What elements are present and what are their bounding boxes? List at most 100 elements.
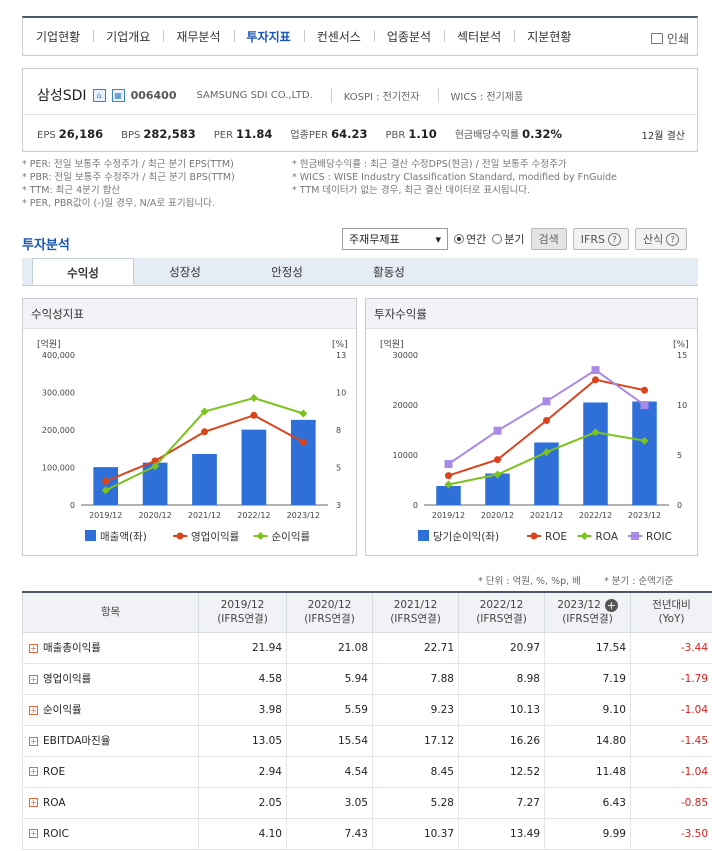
- legend-label[interactable]: 영업이익률: [191, 530, 240, 543]
- radio-quarter-dot[interactable]: [492, 234, 503, 244]
- y-left-tick: 100,000: [42, 464, 75, 473]
- nav-item[interactable]: 섹터분석: [444, 28, 514, 45]
- data-point[interactable]: [444, 480, 453, 489]
- analysis-tabs: 수익성 성장성 안정성 활동성: [22, 258, 698, 286]
- data-point[interactable]: [591, 428, 600, 437]
- nav-item[interactable]: 재무분석: [163, 28, 233, 45]
- data-point[interactable]: [640, 401, 649, 410]
- data-point[interactable]: [542, 448, 551, 457]
- x-tick: 2020/12: [138, 511, 171, 520]
- ifrs-label: IFRS: [580, 232, 605, 246]
- search-button[interactable]: 검색: [530, 228, 567, 250]
- formula-button[interactable]: 산식 ?: [634, 228, 688, 250]
- data-point[interactable]: [249, 394, 258, 403]
- data-point[interactable]: [641, 386, 648, 394]
- data-point[interactable]: [151, 457, 159, 465]
- data-point[interactable]: [299, 438, 307, 446]
- legend-label[interactable]: 순이익률: [272, 531, 311, 543]
- expand-icon[interactable]: +: [29, 767, 38, 776]
- nav-item[interactable]: 지분현황: [514, 28, 584, 45]
- home-icon[interactable]: ⌂: [92, 88, 106, 102]
- data-point[interactable]: [640, 436, 649, 445]
- data-point[interactable]: [592, 376, 599, 384]
- chart-title: 투자수익률: [366, 299, 697, 329]
- bar[interactable]: [583, 402, 608, 506]
- nav-item[interactable]: 업종분석: [373, 28, 444, 45]
- tab-item[interactable]: 활동성: [373, 265, 405, 279]
- data-point[interactable]: [201, 428, 208, 436]
- row-label-cell[interactable]: + 영업이익률: [22, 662, 199, 695]
- data-point[interactable]: [299, 409, 308, 418]
- data-point[interactable]: [543, 417, 550, 424]
- legend-label[interactable]: 매출액(좌): [100, 531, 147, 543]
- row-label-cell[interactable]: + 순이익률: [22, 693, 199, 726]
- yoy-cell: -1.04: [630, 755, 712, 788]
- bar[interactable]: [436, 486, 461, 505]
- data-point[interactable]: [250, 411, 258, 419]
- data-point[interactable]: [444, 460, 453, 468]
- expand-icon[interactable]: +: [29, 705, 38, 715]
- table-cell: 8.98: [458, 662, 545, 695]
- legend-swatch: [418, 530, 429, 541]
- profitability-chart-panel: 수익성지표 [억원] [%] 0 100,000 200,000 300,000 400,0…: [22, 298, 357, 556]
- yoy-cell: -3.44: [630, 631, 712, 664]
- bar[interactable]: [192, 454, 217, 505]
- tab-item[interactable]: 안정성: [271, 265, 303, 279]
- ifrs-button[interactable]: IFRS ?: [572, 228, 629, 250]
- expand-icon[interactable]: +: [29, 829, 38, 838]
- building-icon[interactable]: ▦: [111, 88, 125, 102]
- chart-title: 수익성지표: [23, 299, 356, 329]
- expand-icon[interactable]: +: [29, 643, 38, 653]
- statement-select[interactable]: 주재무제표 ▾: [342, 228, 448, 250]
- unit-note-text: * 단위 : 억원, %, %p, 배: [478, 576, 581, 587]
- nav-item[interactable]: 투자지표: [233, 28, 304, 45]
- data-point[interactable]: [200, 407, 209, 416]
- print-button[interactable]: 인쇄: [650, 30, 689, 47]
- data-point[interactable]: [494, 456, 501, 464]
- header-basis: (IFRS연결): [390, 613, 441, 626]
- note-line: * PBR: 전일 보통주 수정주가 / 최근 분기 BPS(TTM): [22, 172, 235, 183]
- question-icon: ?: [666, 232, 680, 246]
- metric: PER 11.84: [214, 127, 273, 141]
- expand-icon[interactable]: +: [29, 674, 38, 684]
- row-label-cell[interactable]: + ROE: [22, 755, 199, 788]
- bar[interactable]: [290, 419, 316, 505]
- bar[interactable]: [485, 473, 510, 506]
- expand-icon[interactable]: +: [29, 736, 38, 746]
- radio-quarter[interactable]: 분기: [492, 231, 525, 247]
- row-label-cell[interactable]: + ROIC: [22, 817, 199, 850]
- legend-label[interactable]: ROA: [596, 531, 619, 543]
- bar[interactable]: [632, 401, 657, 506]
- data-point[interactable]: [591, 366, 600, 375]
- data-point[interactable]: [151, 462, 160, 471]
- data-point[interactable]: [493, 426, 502, 435]
- nav-item[interactable]: 기업현황: [36, 30, 81, 44]
- nav-item[interactable]: 기업개요: [93, 28, 163, 45]
- table-header-item: 항목: [22, 591, 199, 633]
- row-label-cell[interactable]: + ROA: [22, 786, 199, 819]
- legend-label[interactable]: ROIC: [646, 531, 672, 543]
- nav-item[interactable]: 컨센서스: [303, 28, 374, 45]
- row-label: ROIC: [43, 827, 69, 840]
- table-cell: 2.05: [198, 786, 287, 819]
- row-label-cell[interactable]: + EBITDA마진율: [22, 724, 199, 757]
- data-point[interactable]: [493, 470, 502, 479]
- metric-value: 1.10: [408, 126, 437, 141]
- row-label-cell[interactable]: + 매출총이익률: [22, 631, 199, 664]
- data-point[interactable]: [445, 472, 452, 480]
- bar[interactable]: [241, 429, 267, 505]
- data-point[interactable]: [542, 397, 551, 406]
- tab-item[interactable]: 성장성: [169, 265, 201, 279]
- legend-label[interactable]: ROE: [545, 531, 567, 543]
- tab-item[interactable]: 수익성: [32, 258, 134, 285]
- expand-plus-icon[interactable]: +: [604, 598, 618, 612]
- radio-annual-dot[interactable]: [454, 234, 464, 244]
- table-row: + ROA 2.05 3.05 5.28 7.27 6.43 -0.85: [22, 786, 712, 819]
- table-cell: 4.54: [286, 755, 373, 788]
- data-point[interactable]: [101, 486, 110, 495]
- radio-annual[interactable]: 연간: [454, 231, 486, 247]
- yoy-cell: -3.50: [630, 817, 712, 850]
- legend-label[interactable]: 당기순이익(좌): [433, 531, 499, 543]
- data-point[interactable]: [102, 477, 110, 485]
- expand-icon[interactable]: +: [29, 798, 38, 807]
